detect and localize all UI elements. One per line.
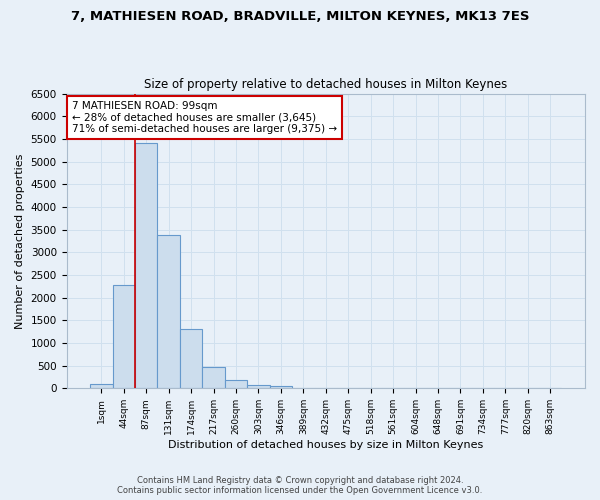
Y-axis label: Number of detached properties: Number of detached properties [15,154,25,328]
Title: Size of property relative to detached houses in Milton Keynes: Size of property relative to detached ho… [144,78,508,91]
Bar [225,380,247,388]
Bar [90,384,113,388]
Text: 7, MATHIESEN ROAD, BRADVILLE, MILTON KEYNES, MK13 7ES: 7, MATHIESEN ROAD, BRADVILLE, MILTON KEY… [71,10,529,23]
Bar [247,384,269,388]
Bar [157,235,180,388]
Bar [269,386,292,388]
Bar [113,285,135,389]
X-axis label: Distribution of detached houses by size in Milton Keynes: Distribution of detached houses by size … [168,440,484,450]
Text: Contains HM Land Registry data © Crown copyright and database right 2024.
Contai: Contains HM Land Registry data © Crown c… [118,476,482,495]
Bar [135,142,157,388]
Bar [202,367,225,388]
Bar [180,330,202,388]
Text: 7 MATHIESEN ROAD: 99sqm
← 28% of detached houses are smaller (3,645)
71% of semi: 7 MATHIESEN ROAD: 99sqm ← 28% of detache… [72,101,337,134]
